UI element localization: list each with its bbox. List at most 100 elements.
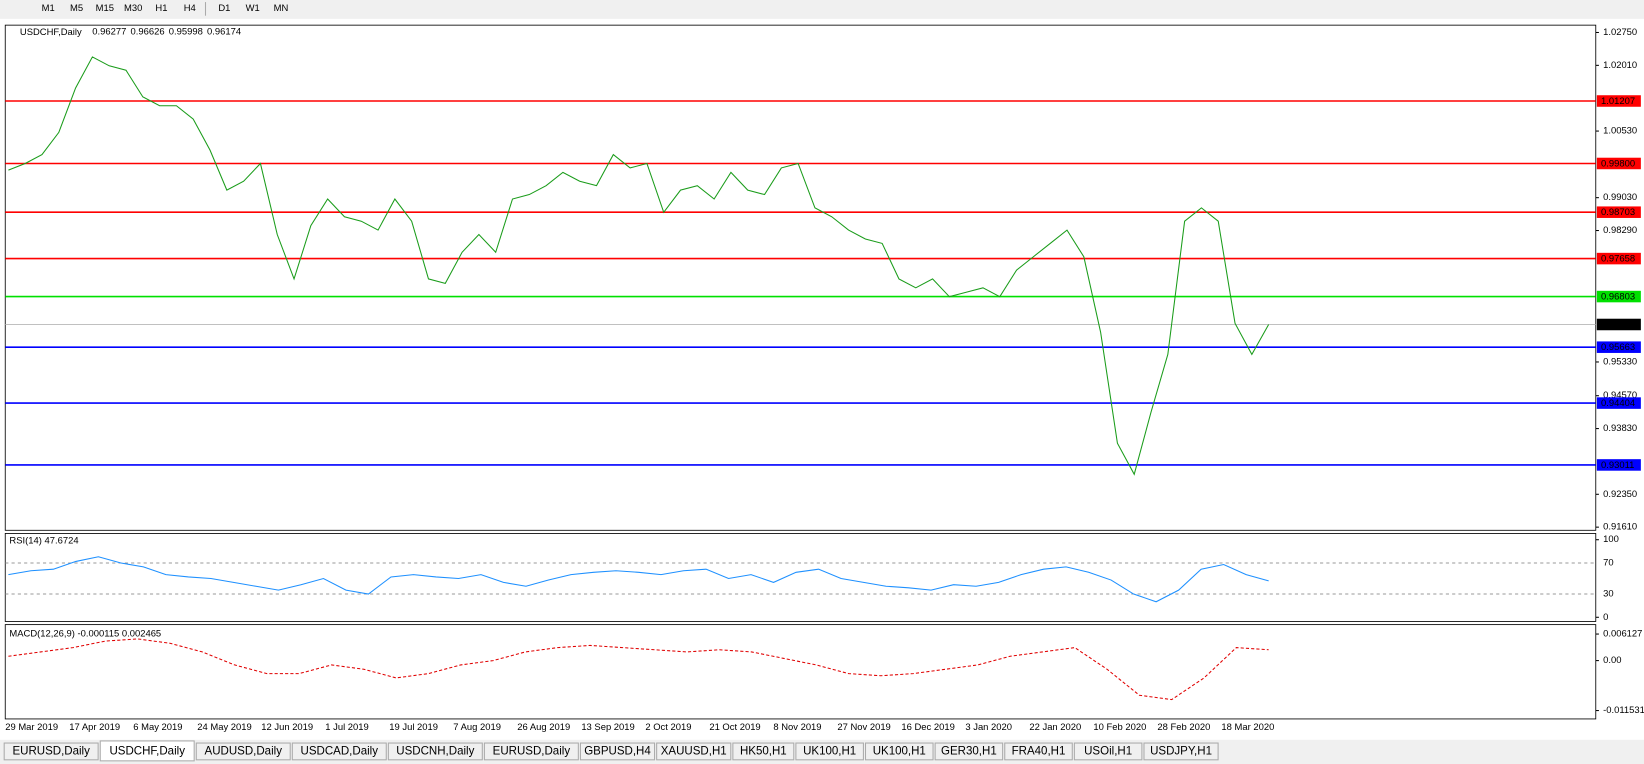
ohlc-value: 0.96174: [207, 26, 241, 37]
timeframe-button[interactable]: W1: [246, 2, 260, 13]
ohlc-value: 0.96277: [92, 26, 126, 37]
level-label-box: [1596, 459, 1641, 471]
level-label-box: [1596, 397, 1641, 409]
y-tick-label: 0.95330: [1603, 355, 1637, 366]
date-label: 22 Jan 2020: [1029, 721, 1081, 732]
y-tick-label: 1.02010: [1603, 59, 1637, 70]
date-label: 6 May 2019: [133, 721, 182, 732]
tab[interactable]: [864, 742, 934, 761]
tab[interactable]: [934, 742, 1004, 761]
tab-label[interactable]: AUDUSD,Daily: [205, 745, 283, 757]
date-label: 13 Sep 2019: [581, 721, 634, 732]
date-label: 18 Mar 2020: [1221, 721, 1274, 732]
level-label-box: [1596, 157, 1641, 170]
tab[interactable]: [195, 742, 291, 761]
date-label: 19 Jul 2019: [389, 721, 438, 732]
level-label: 0.96803: [1601, 291, 1635, 302]
level-label: 0.98703: [1601, 206, 1635, 217]
tab-label[interactable]: GBPUSD,H4: [584, 745, 651, 757]
macd-tick-label: 0.00: [1603, 654, 1621, 665]
date-label: 10 Feb 2020: [1093, 721, 1146, 732]
tab[interactable]: [291, 742, 387, 761]
tab[interactable]: [732, 742, 795, 761]
rsi-tick-label: 0: [1603, 611, 1608, 622]
macd-tick-label: 0.006127: [1603, 628, 1642, 639]
level-label-box: [1596, 206, 1641, 218]
tab-label[interactable]: HK50,H1: [740, 745, 787, 757]
rsi-tick-label: 100: [1603, 533, 1619, 544]
timeframe-button[interactable]: MN: [274, 2, 289, 13]
timeframe-button[interactable]: H1: [155, 2, 167, 13]
y-tick-label: 0.93830: [1603, 422, 1637, 433]
date-label: 1 Jul 2019: [325, 721, 368, 732]
date-label: 3 Jan 2020: [965, 721, 1012, 732]
ohlc: 0.96277 0.96626 0.95998 0.96174: [92, 26, 241, 37]
timeframe-button[interactable]: M5: [70, 2, 83, 13]
timeframe-button[interactable]: M30: [124, 2, 142, 13]
date-label: 7 Aug 2019: [453, 721, 501, 732]
price-line: [8, 56, 1270, 476]
tab-label[interactable]: USDCHF,Daily: [109, 745, 185, 757]
date-label: 28 Feb 2020: [1157, 721, 1210, 732]
tab-label[interactable]: UK100,H1: [873, 745, 926, 757]
tab-label[interactable]: EURUSD,Daily: [12, 745, 90, 757]
tab[interactable]: [1004, 742, 1073, 761]
macd-tick-label: -0.011531: [1603, 704, 1644, 715]
level-label-box: [1596, 290, 1641, 303]
tab[interactable]: [483, 742, 579, 761]
macd-pane: [4, 624, 1597, 720]
date-label: 17 Apr 2019: [69, 721, 120, 732]
tab-label[interactable]: EURUSD,Daily: [493, 745, 571, 757]
tab[interactable]: [656, 742, 732, 761]
date-label: 16 Dec 2019: [901, 721, 954, 732]
toolbar: [0, 0, 1644, 18]
y-tick-label: 0.94570: [1603, 389, 1637, 400]
tab[interactable]: [1073, 742, 1143, 761]
level-label: 0.97658: [1601, 253, 1635, 264]
tab-label[interactable]: USOil,H1: [1084, 745, 1132, 757]
timeframe-button[interactable]: H4: [184, 2, 196, 13]
tab-label[interactable]: USDJPY,H1: [1150, 745, 1212, 757]
tab-label[interactable]: FRA40,H1: [1012, 745, 1066, 757]
level-label: 0.94404: [1601, 397, 1635, 408]
timeframe-button[interactable]: M15: [96, 2, 114, 13]
tab[interactable]: [387, 742, 483, 761]
macd-label: MACD(12,26,9) -0.000115 0.002465: [9, 628, 161, 639]
tab[interactable]: [3, 742, 99, 761]
timeframe-button[interactable]: M1: [42, 2, 55, 13]
tab[interactable]: [1143, 742, 1219, 761]
level-label: 0.99800: [1601, 157, 1635, 168]
date-label: 21 Oct 2019: [709, 721, 760, 732]
level-label-box: [1596, 341, 1641, 353]
chart-window: [0, 18, 1644, 740]
tab[interactable]: [579, 742, 656, 761]
rsi-pane: [4, 533, 1597, 622]
y-tick-label: 0.91610: [1603, 521, 1637, 532]
date-label: 26 Aug 2019: [517, 721, 570, 732]
current-price-box: [1596, 318, 1641, 331]
y-tick-label: 0.92350: [1603, 488, 1637, 499]
y-tick-label: 0.98290: [1603, 224, 1637, 235]
timeframe-button[interactable]: D1: [218, 2, 230, 13]
date-label: 29 Mar 2019: [5, 721, 58, 732]
tab[interactable]: [795, 742, 864, 761]
tab-label[interactable]: GER30,H1: [941, 745, 997, 757]
symbol: USDCHF,Daily: [20, 26, 82, 37]
rsi-line: [8, 556, 1269, 603]
tab-label[interactable]: UK100,H1: [803, 745, 856, 757]
rsi-tick-label: 30: [1603, 587, 1613, 598]
tab-label[interactable]: USDCAD,Daily: [301, 745, 379, 757]
level-label-box: [1596, 95, 1641, 107]
date-label: 27 Nov 2019: [837, 721, 890, 732]
tab[interactable]: [99, 740, 195, 762]
y-tick-label: 1.00530: [1603, 125, 1637, 136]
ohlc-value: 0.95998: [169, 26, 203, 37]
tab-label[interactable]: USDCNH,Daily: [396, 745, 474, 757]
tab-label[interactable]: XAUUSD,H1: [661, 745, 727, 757]
level-label: 0.95663: [1601, 341, 1635, 352]
level-label: 1.01207: [1601, 95, 1635, 106]
macd-signal: [8, 638, 1269, 701]
ohlc-value: 0.96626: [131, 26, 165, 37]
